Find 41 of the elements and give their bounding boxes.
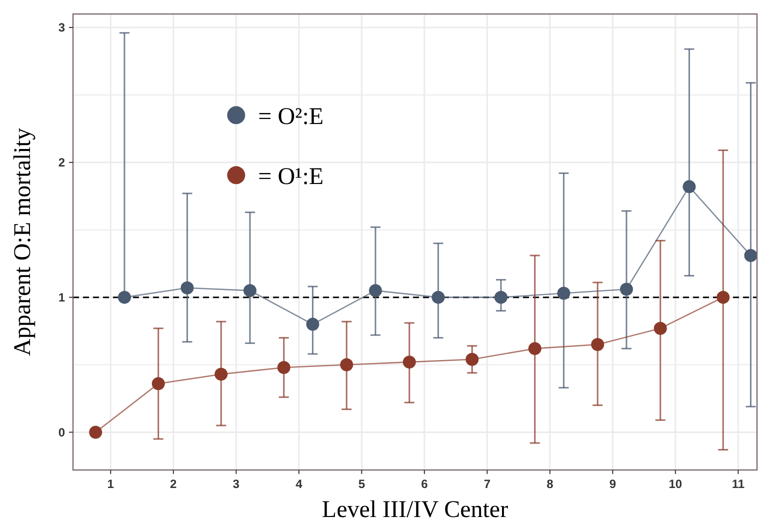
point	[654, 322, 667, 335]
x-tick-label: 4	[296, 477, 303, 491]
point	[180, 281, 194, 294]
x-tick-label: 5	[358, 477, 366, 491]
point	[402, 356, 416, 369]
y-tick-label: 2	[58, 156, 66, 170]
y-tick-label: 1	[58, 290, 66, 305]
point	[682, 180, 696, 194]
x-tick-label: 8	[546, 477, 554, 491]
legend-label: = O¹:E	[258, 164, 324, 190]
point	[557, 286, 570, 300]
point	[620, 282, 633, 296]
point	[152, 377, 165, 390]
x-tick-label: 3	[232, 477, 240, 491]
point	[243, 284, 256, 298]
x-tick-label: 10	[668, 477, 682, 491]
point	[466, 352, 479, 366]
y-axis-title: Apparent O:E mortality	[10, 128, 36, 356]
x-tick-label: 11	[732, 477, 745, 491]
x-tick-label: 2	[170, 477, 178, 491]
point	[89, 426, 102, 439]
x-tick-label: 1	[107, 477, 114, 491]
y-tick-label: 0	[58, 425, 66, 440]
point	[368, 284, 382, 298]
legend-label: = O²:E	[258, 104, 324, 130]
y-tick-label: 3	[58, 20, 66, 35]
point	[432, 290, 445, 304]
point	[494, 290, 508, 304]
point	[118, 290, 131, 304]
x-tick-label: 7	[484, 477, 491, 491]
x-tick-label: 9	[609, 477, 616, 491]
point	[306, 318, 320, 331]
point	[591, 338, 604, 352]
point	[214, 368, 228, 381]
point	[528, 342, 542, 356]
x-tick-label: 6	[421, 477, 428, 491]
point	[744, 249, 758, 262]
point	[716, 290, 730, 304]
point	[277, 360, 290, 374]
x-axis-title: Level III/IV Center	[322, 497, 508, 523]
point	[340, 358, 354, 372]
